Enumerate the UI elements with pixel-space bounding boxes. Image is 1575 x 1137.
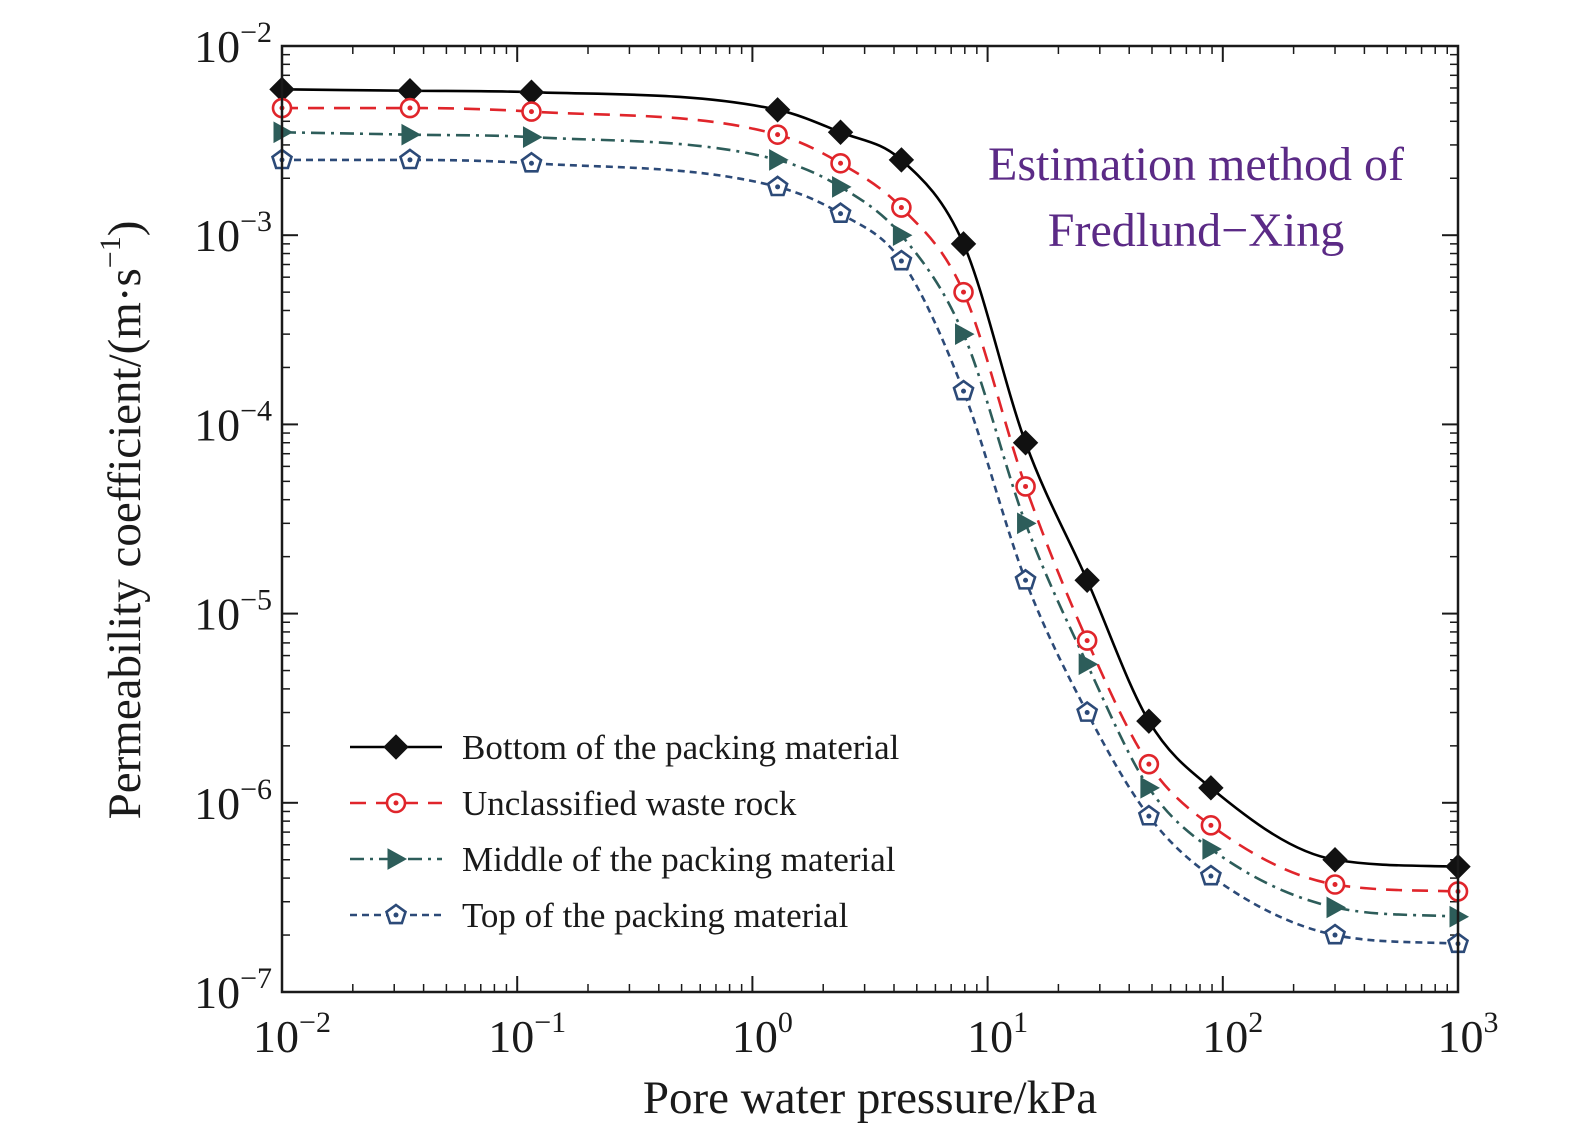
data-point-series-1 <box>1012 430 1039 456</box>
y-tick-label: 10−5 <box>194 584 272 640</box>
x-tick-label: 102 <box>1202 1006 1263 1062</box>
y-axis-title-main: Permeability coefficient/(m·s <box>99 268 151 819</box>
data-point-series-2 <box>399 97 421 119</box>
data-point-series-1 <box>1074 567 1100 593</box>
data-point-series-3 <box>955 323 975 345</box>
legend-label-4: Top of the packing material <box>462 896 849 935</box>
x-tick-label: 103 <box>1438 1006 1499 1062</box>
data-point-series-4 <box>952 379 975 401</box>
data-point-series-1 <box>1322 847 1348 873</box>
y-axis-title: Permeability coefficient/(m·s−1) <box>94 221 151 820</box>
data-point-series-2 <box>1200 815 1222 836</box>
x-tick-label: 100 <box>732 1006 793 1062</box>
data-point-series-3 <box>832 176 852 198</box>
data-point-series-4 <box>1076 700 1099 722</box>
data-point-series-1 <box>1198 775 1224 801</box>
x-tick-label: 10−1 <box>488 1006 566 1062</box>
data-point-series-1 <box>888 147 915 173</box>
y-tick-label: 10−3 <box>194 205 272 261</box>
legend-label-1: Bottom of the packing material <box>462 728 900 767</box>
data-point-series-2 <box>953 281 974 303</box>
data-point-series-2 <box>1076 630 1098 651</box>
data-point-series-4 <box>890 249 913 271</box>
data-point-series-2 <box>767 124 788 145</box>
data-point-series-4 <box>1199 864 1222 886</box>
legend-marker-4 <box>384 903 408 925</box>
plot-frame <box>280 44 1460 994</box>
data-point-series-3 <box>1140 776 1160 799</box>
data-point-series-3 <box>769 149 789 171</box>
data-point-series-3 <box>1326 896 1347 919</box>
y-tick-label: 10−6 <box>194 773 272 829</box>
data-point-series-4 <box>1014 568 1037 590</box>
x-tick-label: 10−2 <box>253 1006 331 1062</box>
y-tick-label: 10−4 <box>194 394 272 450</box>
series-markers <box>269 76 1471 954</box>
y-tick-label: 10−2 <box>194 16 272 72</box>
legend: Bottom of the packing material Unclassifi… <box>350 728 900 935</box>
data-point-series-2 <box>1138 753 1160 775</box>
data-point-series-1 <box>827 119 854 145</box>
x-tick-label: 101 <box>967 1006 1028 1062</box>
legend-marker-1 <box>383 734 409 760</box>
annotation-line-1: Estimation method of <box>988 138 1404 191</box>
data-point-series-4 <box>398 148 422 170</box>
legend-label-3: Middle of the packing material <box>462 840 896 879</box>
minor-ticks <box>282 46 1458 992</box>
data-point-series-2 <box>830 152 851 174</box>
y-tick-label: 10−7 <box>194 962 272 1018</box>
y-axis-title-close: ) <box>99 221 151 237</box>
data-point-series-1 <box>1136 708 1162 734</box>
data-point-series-4 <box>1323 923 1347 945</box>
legend-marker-2 <box>385 792 407 814</box>
data-point-series-3 <box>1202 838 1222 860</box>
legend-marker-3 <box>387 848 408 870</box>
data-point-series-2 <box>891 197 912 218</box>
data-point-series-4 <box>1137 804 1160 826</box>
data-point-series-4 <box>520 151 543 173</box>
tick-labels: 10−2 10−1 100 101 102 103 10−2 10−3 10−4 10−5 10−6… <box>194 16 1498 1062</box>
annotation-text: Estimation method of Fredlund−Xing <box>988 138 1404 257</box>
series-line-4 <box>282 158 1459 945</box>
data-point-series-2 <box>1324 874 1346 895</box>
data-point-series-4 <box>829 202 852 224</box>
data-point-series-3 <box>892 224 913 247</box>
x-axis-title: Pore water pressure/kPa <box>643 1072 1097 1124</box>
legend-label-2: Unclassified waste rock <box>462 784 797 823</box>
data-point-series-3 <box>1017 512 1037 535</box>
data-point-series-3 <box>1078 653 1099 676</box>
data-point-series-2 <box>521 101 542 122</box>
data-point-series-1 <box>950 231 977 257</box>
data-point-series-1 <box>764 97 791 123</box>
y-axis-title-exponent: −1 <box>94 236 127 268</box>
data-point-series-3 <box>522 126 543 148</box>
data-point-series-3 <box>401 123 421 146</box>
annotation-line-2: Fredlund−Xing <box>1048 204 1344 257</box>
data-point-series-2 <box>1015 476 1036 497</box>
data-point-series-4 <box>766 175 789 197</box>
data-point-series-1 <box>518 79 545 105</box>
